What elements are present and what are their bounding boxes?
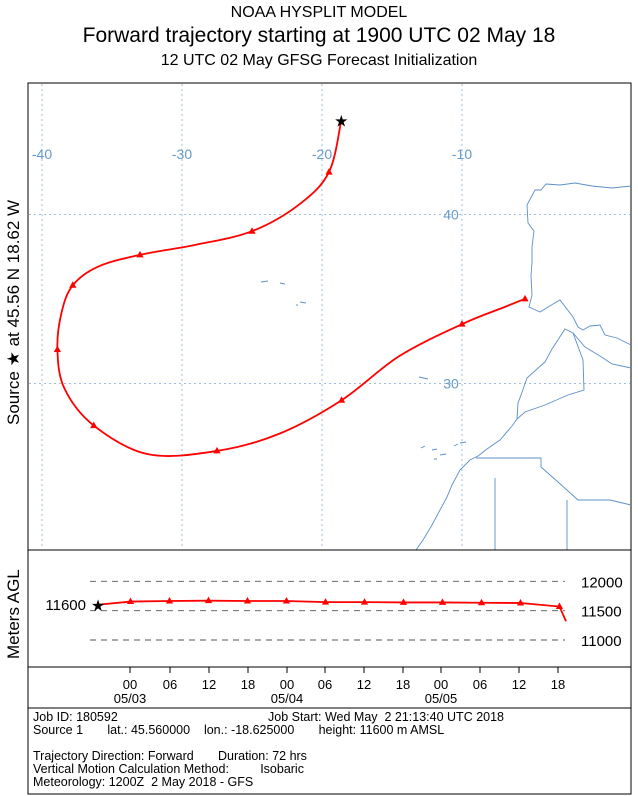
info-direction: Trajectory Direction: Forward Duration: … [33, 749, 307, 763]
date-tick-label: 05/05 [425, 691, 458, 706]
lon-tick-label: -30 [172, 146, 192, 162]
hour-tick-label: 18 [396, 677, 410, 692]
chart-subtitle: Forward trajectory starting at 1900 UTC … [82, 24, 556, 47]
info-job-id: Job ID: 180592 [33, 710, 118, 724]
height-line [97, 599, 567, 622]
source-label: Source ★ at 45.56 N 18.62 W [4, 200, 23, 425]
height-tick-label: 11000 [581, 633, 622, 650]
trajectory-marker [213, 446, 221, 454]
height-marker [321, 598, 330, 605]
trajectory-marker [69, 281, 77, 288]
height-ylabel: Meters AGL [4, 569, 23, 659]
height-marker [165, 596, 174, 604]
height-marker [126, 597, 135, 605]
height-start-star-icon: ★ [91, 598, 105, 615]
height-tick-label: 12000 [581, 574, 623, 591]
source-star-icon: ★ [334, 113, 348, 130]
iberia-coast [526, 182, 632, 346]
trajectory-marker [136, 250, 144, 258]
lon-tick-label: -10 [452, 146, 472, 162]
info-vertical-motion: Vertical Motion Calculation Method: Isob… [33, 762, 304, 776]
hour-tick-label: 12 [357, 677, 371, 692]
trajectory-line [56, 120, 526, 457]
height-marker [204, 596, 213, 604]
border-morocco-algeria [516, 332, 585, 420]
info-source-line: Source 1 lat.: 45.560000 lon.: -18.62500… [33, 723, 445, 737]
trajectory-marker [90, 421, 98, 429]
info-frame [27, 707, 632, 795]
lat-tick-label: 40 [443, 206, 459, 222]
hour-tick-label: 18 [551, 677, 565, 692]
source-star-icon: ★ [4, 351, 23, 366]
trajectory-marker [53, 345, 61, 353]
height-tick-label: 11500 [581, 604, 622, 621]
map-grid: -40 -30 -20 -10 40 30 [29, 84, 630, 549]
trajectory-marker [325, 168, 333, 175]
hour-tick-label: 00 [123, 677, 137, 692]
info-job-start: Job Start: Wed May 2 21:13:40 UTC 2018 [268, 710, 505, 724]
source-at: at [4, 332, 23, 346]
trajectory-marker [248, 227, 256, 234]
height-series: ★ 11600 [45, 596, 567, 622]
border-western-sahara [476, 457, 632, 506]
hour-tick-label: 12 [512, 677, 526, 692]
height-grid: 11000 11500 12000 [90, 574, 623, 650]
height-marker [438, 598, 447, 605]
trajectory-marker [458, 320, 466, 327]
lon-tick-label: -40 [32, 146, 52, 162]
madeira-island [418, 376, 429, 380]
canary-islands [420, 441, 467, 460]
trajectory-marker [338, 396, 346, 403]
height-marker [516, 599, 525, 606]
chart-title: NOAA HYSPLIT MODEL [230, 4, 408, 21]
source-lon: 18.62 W [4, 200, 23, 263]
source-lat: 45.56 N [4, 268, 23, 328]
hour-tick-label: 06 [473, 677, 487, 692]
hour-tick-label: 00 [434, 677, 448, 692]
date-tick-label: 05/03 [114, 691, 147, 706]
height-start-label: 11600 [45, 597, 86, 614]
height-marker [399, 598, 408, 605]
source-prefix: Source [4, 371, 23, 425]
hour-tick-label: 00 [280, 677, 294, 692]
trajectory-series: ★ [53, 113, 529, 457]
height-frame [27, 549, 632, 668]
height-marker [555, 602, 564, 610]
trajectory-marker [521, 294, 529, 302]
height-marker [360, 598, 369, 605]
height-marker [477, 598, 486, 606]
info-meteorology: Meteorology: 1200Z 2 May 2018 - GFS [33, 775, 254, 789]
lon-tick-label: -20 [312, 146, 332, 162]
hour-tick-label: 06 [318, 677, 332, 692]
azores-islands [260, 280, 307, 306]
coastlines [260, 182, 632, 551]
lat-tick-label: 30 [443, 375, 459, 391]
time-axis: 00 06 12 18 00 06 12 18 00 06 12 18 05/03 05/04 05/05 [114, 667, 565, 706]
height-marker [243, 596, 252, 604]
hour-tick-label: 06 [163, 677, 177, 692]
forecast-init-line: 12 UTC 02 May GFSG Forecast Initializati… [160, 52, 478, 69]
height-marker [282, 596, 291, 604]
date-tick-label: 05/04 [271, 691, 304, 706]
hour-tick-label: 18 [241, 677, 255, 692]
africa-coast [415, 328, 632, 551]
hour-tick-label: 12 [202, 677, 216, 692]
